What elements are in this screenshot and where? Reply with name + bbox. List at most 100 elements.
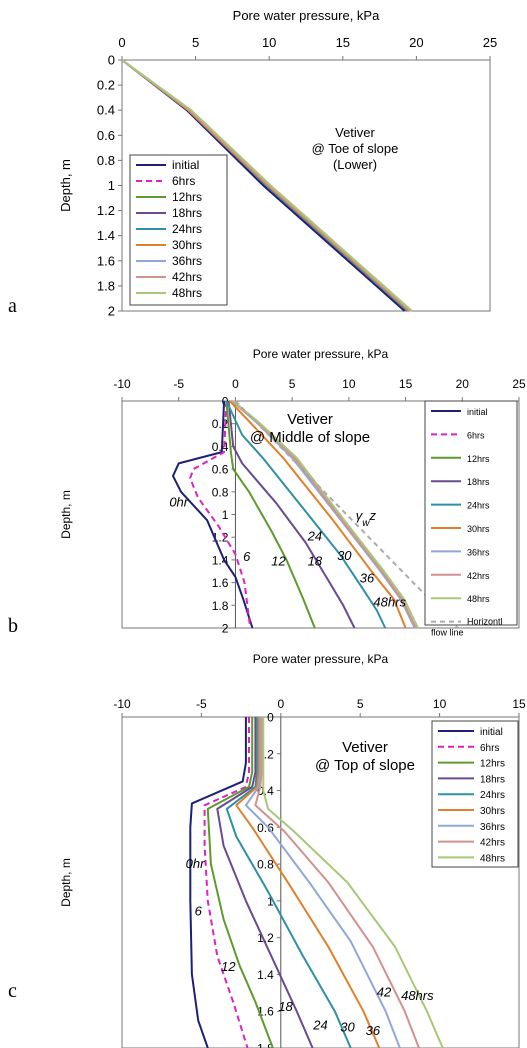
y-tick-label: 0.4 [97,103,115,118]
y-tick-label: 1.8 [97,278,115,293]
series-line-24hrs [225,717,352,1048]
curve-label: 42 [377,985,392,1000]
y-tick-label: 2 [222,622,229,636]
legend-box [424,400,518,626]
y-tick-label: 1.4 [257,968,274,982]
curve-label: 48hrs [373,594,406,609]
curve-label: 24 [312,1018,327,1033]
y-tick-label: 0.6 [257,821,274,835]
x-tick-label: 0 [277,697,284,711]
curve-label: 36 [366,1023,381,1038]
series-line-48hrs [121,59,413,312]
y-tick-label: 1.2 [97,203,115,218]
series-line-6hrs [189,400,252,629]
x-axis-title: Pore water pressure, kPa [233,8,380,23]
x-tick-label: 10 [342,377,356,391]
series-line-initial [189,717,247,1048]
x-tick-label: 0 [118,35,125,50]
x-tick-label: 10 [433,697,447,711]
x-tick-label: 25 [483,35,497,50]
legend-label: initial [467,407,488,417]
curve-label: 12 [221,959,236,974]
legend-label: 42hrs [172,270,202,284]
y-axis-title: Depth, m [59,490,73,539]
series-line-30hrs [235,717,381,1048]
legend-label: 6hrs [172,174,195,188]
y-tick-label: 0.8 [97,153,115,168]
x-tick-label: 15 [512,697,526,711]
series-line-18hrs [216,717,314,1048]
x-tick-label: 20 [456,377,470,391]
x-tick-label: -5 [196,697,207,711]
y-tick-label: 1.4 [97,228,115,243]
y-tick-label: 0.4 [257,784,274,798]
y-tick-label: 0 [108,53,115,68]
curve-label: 6 [195,904,203,919]
y-tick-label: 1.8 [212,599,229,613]
curve-label: 18 [308,554,323,569]
series-line-48hrs [262,717,444,1048]
x-tick-label: 15 [399,377,413,391]
curve-label: 6 [243,549,251,564]
x-tick-label: -10 [113,697,131,711]
plot-annotation: @ Toe of slope [312,141,399,156]
x-axis-title: Pore water pressure, kPa [253,347,389,361]
series-line-48hrs [232,400,419,629]
series-line-30hrs [229,400,407,629]
y-tick-label: 1.4 [212,553,229,567]
legend-label: 12hrs [480,759,505,770]
x-tick-label: -5 [173,377,184,391]
x-tick-label: 5 [192,35,199,50]
legend-label: 42hrs [480,838,505,849]
legend-label: Horizontl [467,617,503,627]
curve-label: 18 [278,999,293,1014]
series-line-12hrs [206,717,274,1048]
series-line-24hrs [225,400,387,629]
curve-label: 30 [340,1019,355,1034]
x-tick-label: 25 [512,377,526,391]
series-line-6hrs [203,717,250,1048]
y-tick-label: 1 [222,508,229,522]
plot-annotation: Vetiver [342,739,388,756]
curve-label: 36 [360,571,375,586]
legend-label: 36hrs [480,822,505,833]
legend-label: 30hrs [172,238,202,252]
y-tick-label: 0 [222,395,229,409]
y-tick-label: 0.2 [97,78,115,93]
legend-label: initial [480,727,503,738]
legend-label: 30hrs [480,806,505,817]
y-tick-label: 1.6 [212,576,229,590]
y-tick-label: 1 [108,178,115,193]
curve-label: 30 [337,548,352,563]
x-tick-label: 5 [289,377,296,391]
legend-label: 18hrs [172,206,202,220]
series-line-36hrs [244,717,401,1048]
legend-label: 36hrs [467,547,490,557]
legend-label: 18hrs [480,774,505,785]
y-tick-label: 0.6 [212,463,229,477]
panel-label-b: b [8,615,18,637]
y-axis-title: Depth, m [59,858,73,907]
plot-annotation: Vetiver [287,411,333,428]
y-tick-label: 0.8 [257,858,274,872]
plot-annotation: (Lower) [333,157,377,172]
y-tick-label: 2 [108,304,115,319]
y-tick-label: 1.6 [97,253,115,268]
y-axis-title: Depth, m [58,159,73,212]
curve-label: 0hr [186,856,205,871]
legend-label: 48hrs [172,286,202,300]
legend-label: initial [172,158,199,172]
y-tick-label: 1 [267,894,274,908]
legend-label: 48hrs [480,853,505,864]
series-line-horizontl-flow-line [234,400,459,629]
curve-label: 12 [271,554,286,569]
panel-label-a: a [8,295,17,317]
legend-label: 48hrs [467,594,490,604]
curve-label: 0hr [169,495,188,510]
legend-label: 30hrs [467,524,490,534]
series-line-12hrs [225,400,316,629]
panel-label-c: c [8,980,17,1002]
series-line-initial [172,400,254,629]
legend-label: 24hrs [467,501,490,511]
legend-label: 12hrs [172,190,202,204]
